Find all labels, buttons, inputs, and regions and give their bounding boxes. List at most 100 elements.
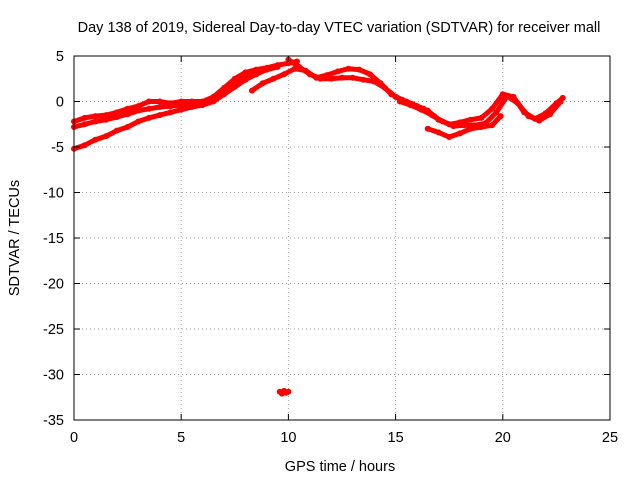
axis-ticks: 0 5 10 15 20 25 5 0 -5 -10 -15 -20 -25 -30 -35 <box>43 49 618 446</box>
data-point <box>456 130 463 137</box>
data-point <box>135 118 142 125</box>
data-series <box>71 56 566 397</box>
data-point <box>124 111 131 118</box>
series-outlier <box>276 387 292 397</box>
x-tick-label: 25 <box>602 430 618 446</box>
series-track-f <box>396 93 564 130</box>
data-point <box>167 103 174 110</box>
data-point <box>381 84 388 91</box>
y-tick-label: -15 <box>43 231 64 247</box>
data-point <box>281 71 288 78</box>
y-axis-label: SDTVAR / TECUs <box>7 180 23 296</box>
data-point <box>146 114 152 121</box>
x-tick-label: 20 <box>495 430 511 446</box>
data-point <box>525 113 532 120</box>
data-point <box>285 388 292 395</box>
data-point <box>242 76 249 83</box>
data-point <box>167 109 174 116</box>
data-point <box>547 111 553 118</box>
y-tick-label: 5 <box>56 49 64 65</box>
data-point <box>253 71 260 78</box>
data-point <box>242 69 249 76</box>
series-track-g <box>424 113 504 140</box>
data-point <box>103 133 110 140</box>
data-point <box>461 122 468 129</box>
data-point <box>221 91 228 98</box>
grid <box>74 56 610 420</box>
data-point <box>478 124 485 130</box>
series-line <box>71 59 300 124</box>
data-point <box>146 105 152 112</box>
data-point <box>328 75 335 82</box>
data-point <box>156 112 163 119</box>
data-point <box>339 74 345 81</box>
data-point <box>156 98 163 105</box>
y-tick-label: -30 <box>43 368 64 384</box>
data-point <box>178 106 185 113</box>
data-point <box>514 100 521 107</box>
data-point <box>92 118 99 125</box>
data-point <box>450 123 457 130</box>
data-point <box>424 125 431 132</box>
data-point <box>345 65 352 72</box>
x-tick-label: 15 <box>388 430 404 446</box>
data-point <box>536 117 543 124</box>
data-point <box>296 63 303 70</box>
data-point <box>439 118 446 125</box>
x-axis-label: GPS time / hours <box>285 459 395 475</box>
data-point <box>259 80 266 87</box>
data-point <box>92 113 99 120</box>
data-point <box>489 105 496 112</box>
data-point <box>103 116 110 123</box>
data-point <box>113 114 120 120</box>
y-tick-label: -20 <box>43 277 64 293</box>
y-tick-label: -5 <box>51 140 64 156</box>
y-tick-label: -35 <box>43 413 64 429</box>
data-point <box>146 98 152 105</box>
data-point <box>113 109 120 116</box>
data-point <box>81 121 88 128</box>
series-track-e <box>285 56 566 128</box>
data-point <box>467 125 474 132</box>
data-point <box>349 74 356 81</box>
data-point <box>493 109 500 116</box>
data-point <box>478 114 485 121</box>
data-point <box>407 102 414 109</box>
data-point <box>504 93 511 99</box>
data-point <box>306 71 313 78</box>
data-point <box>467 116 474 123</box>
data-point <box>231 83 238 90</box>
data-point <box>113 127 120 134</box>
data-point <box>270 75 277 82</box>
data-point <box>429 112 435 119</box>
data-point <box>178 102 185 109</box>
data-point <box>156 104 163 110</box>
data-point <box>199 102 206 109</box>
data-point <box>317 75 324 82</box>
data-point <box>124 124 131 130</box>
data-point <box>103 112 110 119</box>
data-point <box>371 78 378 85</box>
data-point <box>81 114 88 121</box>
data-point <box>264 66 270 73</box>
x-tick-label: 0 <box>70 430 78 446</box>
y-tick-label: 0 <box>56 95 64 111</box>
data-point <box>210 98 217 105</box>
data-point <box>489 122 496 129</box>
data-point <box>81 142 88 149</box>
data-point <box>392 93 399 100</box>
y-tick-label: -25 <box>43 322 64 338</box>
data-point <box>356 66 363 73</box>
series-track-d <box>249 65 438 120</box>
data-point <box>92 136 99 143</box>
data-point <box>435 129 442 136</box>
chart-title: Day 138 of 2019, Sidereal Day-to-day VTE… <box>78 20 601 36</box>
y-tick-label: -10 <box>43 186 64 202</box>
x-tick-label: 5 <box>177 430 185 446</box>
data-point <box>557 98 564 105</box>
data-point <box>446 134 453 140</box>
data-point <box>360 76 367 83</box>
data-point <box>418 106 425 113</box>
data-point <box>366 71 373 78</box>
